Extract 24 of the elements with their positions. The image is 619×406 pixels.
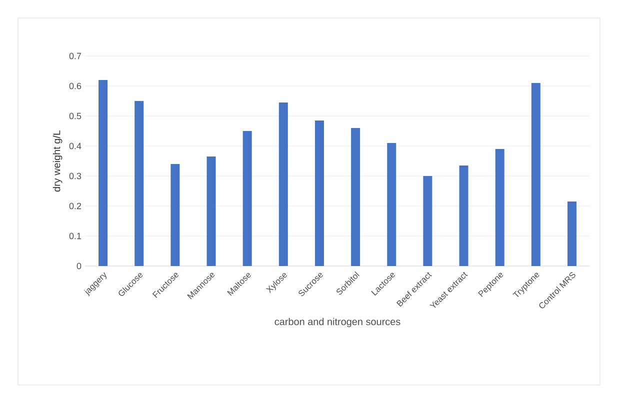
bar	[423, 176, 432, 266]
y-tick-label: 0.3	[69, 172, 82, 180]
y-tick-label: 0.2	[69, 202, 82, 210]
y-tick-label: 0	[76, 262, 82, 270]
y-axis-title: dry weight g/L	[52, 130, 62, 192]
x-axis-title: carbon and nitrogen sources	[274, 318, 400, 328]
y-tick-label: 0.5	[69, 112, 82, 120]
bar	[242, 131, 252, 266]
bar	[567, 202, 576, 266]
bar	[495, 149, 504, 266]
bar	[278, 102, 288, 266]
y-tick-label: 0.6	[69, 82, 82, 90]
bar	[98, 80, 108, 266]
bar	[206, 156, 216, 266]
y-tick-label: 0.4	[69, 142, 82, 150]
y-tick-label: 0.7	[69, 52, 82, 60]
bar	[314, 120, 324, 266]
bar	[134, 101, 144, 266]
bar	[170, 164, 180, 266]
bar	[531, 83, 540, 266]
bar	[459, 166, 468, 266]
y-tick-label: 0.1	[69, 232, 82, 240]
bar	[351, 128, 360, 266]
bar	[387, 143, 396, 266]
